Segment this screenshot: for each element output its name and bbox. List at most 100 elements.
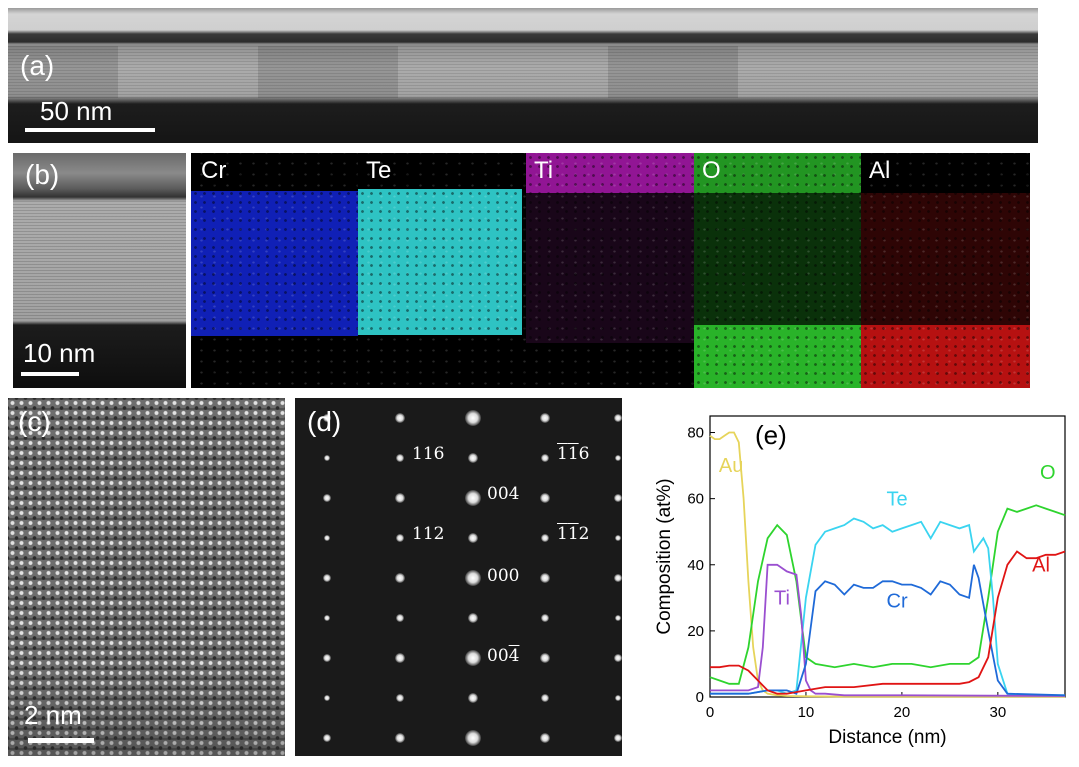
diffraction-spot [540, 653, 550, 663]
diffraction-spot [465, 650, 481, 666]
eds-map-ti: Ti [526, 153, 694, 388]
diffraction-spot [465, 490, 481, 506]
series-label-ti: Ti [774, 587, 790, 609]
o-signal-region-top [694, 153, 861, 193]
panel-c-hrtem-image: (c) 2 nm [8, 398, 285, 756]
series-line-cr [710, 564, 1066, 697]
series-line-o [709, 504, 1066, 685]
series-line-al [710, 550, 1066, 695]
x-tick-label: 0 [706, 704, 714, 721]
image-contrast-band [8, 46, 118, 98]
noise-texture [358, 153, 526, 388]
index-label-000: 000 [487, 566, 520, 586]
diffraction-spot [614, 494, 622, 502]
superlattice-layer [8, 46, 1038, 98]
al-signal-region [861, 325, 1030, 388]
panel-d-diffraction-pattern: (d) 116 004 112 000 004 116 112 [295, 398, 622, 756]
scale-bar-label: 2 nm [24, 700, 82, 730]
diffraction-spot [323, 574, 331, 582]
index-label-112: 112 [412, 524, 445, 544]
diffraction-spot [324, 695, 330, 701]
ti-signal-region [526, 153, 694, 193]
x-axis-label: Distance (nm) [828, 727, 946, 748]
diffraction-spot [468, 613, 478, 623]
eds-map-al: Al [861, 153, 1030, 388]
panel-label: (d) [307, 406, 342, 437]
scale-bar-label: 10 nm [23, 338, 96, 368]
diffraction-spot [396, 534, 404, 542]
diffraction-spot [615, 695, 621, 701]
eds-map-te: Te [358, 153, 526, 388]
element-label: Al [869, 157, 891, 184]
superlattice-layer [13, 201, 186, 321]
diffraction-spot [395, 493, 405, 503]
chart-svg: 0 10 20 30 0 20 40 60 80 Distance (nm) Composition… [654, 415, 1066, 748]
diffraction-spot [541, 454, 549, 462]
diffraction-spot [540, 733, 550, 743]
y-tick-label: 20 [687, 623, 704, 640]
diffraction-spot [324, 455, 330, 461]
diffraction-spot [540, 493, 550, 503]
diffraction-spot [541, 614, 549, 622]
x-tick-label: 10 [798, 704, 815, 721]
diffraction-spot [614, 414, 622, 422]
diffraction-spot [614, 574, 622, 582]
noise-texture [526, 153, 694, 388]
panel-a-cross-section-image: (a) 50 nm [8, 8, 1038, 143]
diffraction-spot [465, 410, 481, 426]
series-label-cr: Cr [887, 591, 908, 613]
scale-bar-label: 50 nm [40, 96, 113, 126]
element-label: Ti [534, 157, 554, 184]
diffraction-spot [468, 693, 478, 703]
panel-label: (c) [18, 406, 51, 437]
diffraction-spot [323, 414, 331, 422]
diffraction-spot [323, 494, 331, 502]
noise-texture [861, 153, 1030, 388]
diffraction-spot [540, 413, 550, 423]
diffraction-spot [465, 570, 481, 586]
diffraction-spot [541, 694, 549, 702]
noise-texture [694, 153, 861, 388]
element-label: O [702, 157, 721, 184]
diffraction-spot [323, 654, 331, 662]
panel-b-stem-image: (b) 10 nm [13, 153, 186, 388]
diffraction-spot [615, 615, 621, 621]
scale-bar [25, 128, 155, 132]
diffraction-spot [395, 733, 405, 743]
x-tick-label: 20 [894, 704, 911, 721]
diffraction-spot [324, 615, 330, 621]
o-weak-region [694, 193, 861, 325]
panel-label: (b) [25, 159, 60, 190]
index-label-bar1-bar1-2: 112 [557, 524, 590, 544]
diffraction-spot [465, 730, 481, 746]
series-label-al: Al [1032, 554, 1050, 576]
panel-label: (a) [20, 50, 55, 81]
diffraction-spot [395, 413, 405, 423]
diffraction-spot [324, 535, 330, 541]
scale-bar [21, 372, 79, 376]
eds-map-o: O [694, 153, 861, 388]
diffraction-spot [540, 573, 550, 583]
diffraction-spot [396, 614, 404, 622]
ti-weak-region [526, 193, 694, 343]
panel-label: (e) [755, 420, 787, 450]
diffraction-spot [468, 533, 478, 543]
y-tick-label: 80 [687, 425, 704, 442]
cr-signal-region [191, 191, 358, 336]
element-label: Cr [201, 157, 227, 184]
series-label-o: O [1040, 462, 1056, 484]
diffraction-spot [614, 734, 622, 742]
series-label-te: Te [887, 488, 908, 510]
diffraction-spot [396, 454, 404, 462]
diffraction-spot [541, 534, 549, 542]
diffraction-spot [615, 535, 621, 541]
panel-e-composition-profile-chart: 0 10 20 30 0 20 40 60 80 Distance (nm) Composition… [650, 398, 1070, 760]
diffraction-spot [614, 654, 622, 662]
element-label: Te [366, 157, 392, 184]
index-label-004-bar: 004 [487, 646, 520, 666]
image-contrast-band [258, 46, 398, 98]
diffraction-spot [323, 734, 331, 742]
series-line-ti [710, 563, 1066, 697]
eds-map-cr: Cr [191, 153, 358, 388]
al-weak-region [861, 193, 1030, 325]
